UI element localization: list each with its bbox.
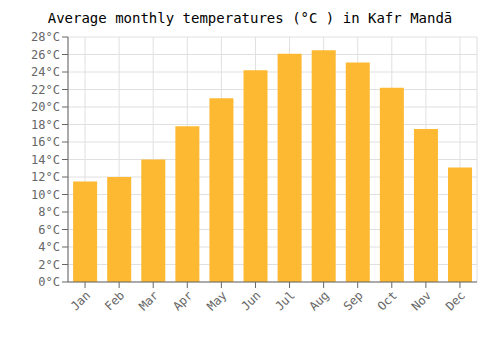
svg-text:Feb: Feb [102,288,127,313]
svg-text:12°C: 12°C [31,170,60,184]
svg-text:18°C: 18°C [31,118,60,132]
html-text:Average monthly temperatures (: Average monthly temperatures (°C ) in Ka… [47,10,453,26]
svg-text:Nov: Nov [409,288,434,313]
svg-text:Sep: Sep [341,288,366,313]
svg-text:Mar: Mar [136,288,161,313]
svg-text:Oct: Oct [375,288,400,313]
svg-text:4°C: 4°C [38,240,60,254]
svg-text:Jul: Jul [272,288,297,313]
svg-text:6°C: 6°C [38,223,60,237]
svg-text:14°C: 14°C [31,153,60,167]
svg-text:May: May [204,288,229,313]
svg-text:0°C: 0°C [38,275,60,289]
svg-text:Dec: Dec [443,288,468,313]
svg-text:20°C: 20°C [31,100,60,114]
svg-text:10°C: 10°C [31,188,60,202]
svg-text:8°C: 8°C [38,205,60,219]
svg-text:28°C: 28°C [31,32,60,44]
svg-text:Jan: Jan [68,288,93,313]
svg-text:22°C: 22°C [31,83,60,97]
svg-text:Apr: Apr [170,288,195,313]
svg-text:24°C: 24°C [31,65,60,79]
svg-text:16°C: 16°C [31,135,60,149]
svg-text:Jun: Jun [238,288,263,313]
svg-text:26°C: 26°C [31,48,60,62]
svg-text:Aug: Aug [307,288,332,313]
svg-text:2°C: 2°C [38,258,60,272]
